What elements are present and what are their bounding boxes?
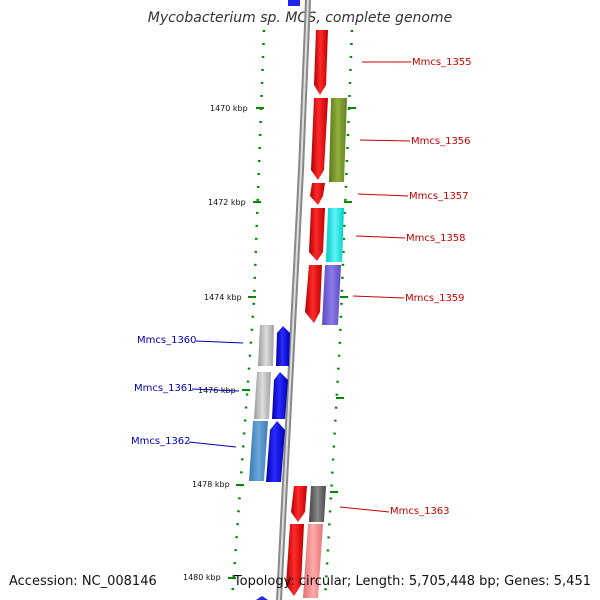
forward-feature-track [303,98,347,598]
tick-label-1470: 1470 kbp [210,104,248,113]
inner-dotted-guide [230,29,266,600]
feature-block-pink[interactable] [303,524,323,598]
cds-mmcs-1360[interactable] [276,326,290,366]
label-leaders [188,61,411,513]
gene-label-mmcs-1361[interactable]: Mmcs_1361 [134,383,194,394]
cds-mmcs-1359[interactable] [305,265,322,323]
feature-block-gray-1[interactable] [258,325,274,366]
scale-ticks [228,107,356,579]
reverse-feature-track [249,325,274,481]
tick-label-1472: 1472 kbp [208,198,246,207]
gene-label-mmcs-1360[interactable]: Mmcs_1360 [137,335,197,346]
gene-label-mmcs-1355[interactable]: Mmcs_1355 [412,57,472,68]
gene-label-mmcs-1358[interactable]: Mmcs_1358 [406,233,466,244]
gene-label-mmcs-1357[interactable]: Mmcs_1357 [409,191,469,202]
feature-block-purple[interactable] [322,265,341,325]
cds-mmcs-1355[interactable] [314,30,328,95]
cds-mmcs-1362[interactable] [266,421,285,482]
cds-fragment-top [288,0,300,6]
cds-mmcs-1363[interactable] [291,486,307,522]
tick-label-1474: 1474 kbp [204,293,242,302]
accession-label: Accession: NC_008146 [9,574,157,589]
cds-mmcs-1357[interactable] [310,183,325,205]
genome-summary: Topology: circular; Length: 5,705,448 bp… [233,574,591,589]
map-title: Mycobacterium sp. MCS, complete genome [147,10,453,26]
gene-label-mmcs-1356[interactable]: Mmcs_1356 [411,136,471,147]
cds-mmcs-1364[interactable] [286,524,304,596]
feature-block-gray-2[interactable] [254,372,271,419]
forward-cds-track [286,30,328,596]
reverse-cds-track [256,326,290,600]
feature-block-cyan[interactable] [326,208,344,262]
cds-mmcs-1358[interactable] [309,208,325,261]
cds-bottom-fragment [256,596,268,600]
cds-mmcs-1356[interactable] [311,98,328,180]
cds-mmcs-1361[interactable] [272,372,288,419]
gene-label-mmcs-1359[interactable]: Mmcs_1359 [405,293,465,304]
gene-label-mmcs-1363[interactable]: Mmcs_1363 [390,506,450,517]
feature-block-dark[interactable] [309,486,326,522]
genome-backbone-highlight [278,0,309,600]
feature-block-steel[interactable] [249,421,268,481]
tick-label-1480: 1480 kbp [183,573,221,582]
gene-label-mmcs-1362[interactable]: Mmcs_1362 [131,436,191,447]
feature-block-olive[interactable] [329,98,347,182]
tick-label-1478: 1478 kbp [192,480,230,489]
